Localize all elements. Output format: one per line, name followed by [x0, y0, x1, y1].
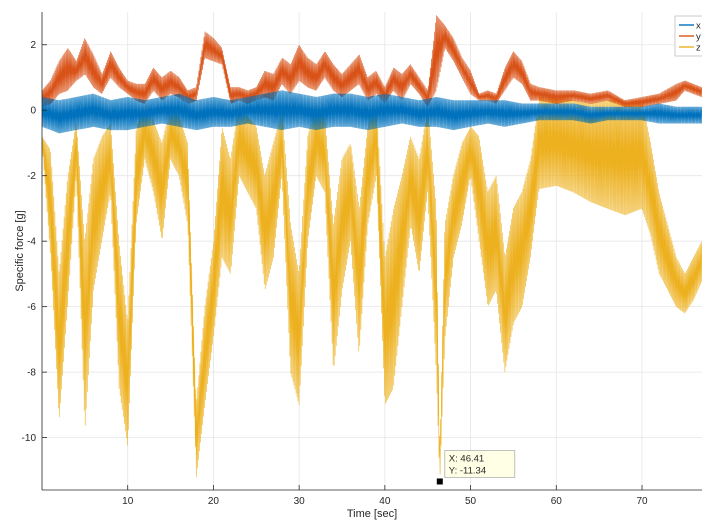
data-tip-marker[interactable]: [436, 478, 443, 485]
series-y-line: [42, 15, 702, 108]
legend-label-x: x: [696, 21, 701, 32]
series-z-line: [42, 96, 702, 478]
series-layer: [42, 15, 702, 478]
legend-label-z: z: [696, 43, 701, 54]
x-tick-label: 10: [122, 496, 134, 507]
x-tick-label: 70: [636, 496, 648, 507]
x-tick-labels: 10 20 30 40 50 60 70: [122, 485, 648, 507]
y-tick-label: 0: [30, 106, 36, 117]
y-axis-label: Specific force [g]: [14, 210, 26, 291]
series-x-line: [42, 90, 702, 134]
x-tick-label: 20: [208, 496, 220, 507]
y-tick-labels: 2 0 -2 -4 -6 -8 -10: [22, 40, 47, 444]
data-tip-y-value: Y: -11.34: [449, 465, 486, 476]
legend[interactable]: xyz: [674, 15, 702, 57]
x-tick-label: 60: [551, 496, 563, 507]
y-tick-label: 2: [30, 40, 36, 51]
y-tick-label: -8: [27, 368, 36, 379]
x-tick-label: 30: [294, 496, 306, 507]
y-tick-label: -6: [27, 302, 36, 313]
data-tip-x-value: X: 46.41: [449, 453, 484, 464]
x-tick-label: 50: [465, 496, 477, 507]
x-tick-label: 40: [379, 496, 391, 507]
legend-label-y: y: [696, 32, 701, 43]
axes-frame: [41, 12, 702, 491]
data-tip[interactable]: X: 46.41 Y: -11.34: [436, 450, 516, 485]
y-tick-label: -2: [27, 171, 36, 182]
y-tick-label: -10: [22, 433, 37, 444]
x-axis-label: Time [sec]: [347, 508, 397, 520]
y-tick-label: -4: [27, 237, 36, 248]
data-tip-box: [444, 450, 516, 478]
